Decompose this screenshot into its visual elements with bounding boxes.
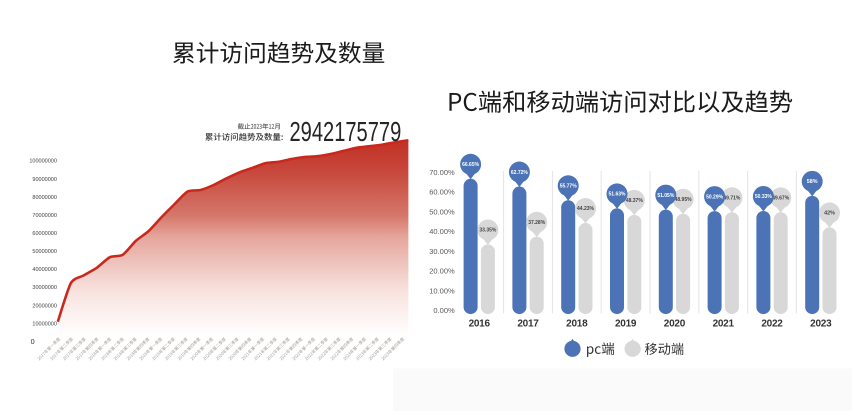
svg-text:58%: 58% — [807, 179, 818, 185]
svg-text:2017: 2017 — [517, 319, 539, 330]
svg-text:2019: 2019 — [615, 319, 637, 330]
svg-text:62.72%: 62.72% — [511, 170, 529, 176]
svg-text:2022: 2022 — [761, 319, 783, 330]
svg-text:50000000: 50000000 — [32, 249, 56, 255]
svg-text:2021: 2021 — [713, 319, 735, 330]
svg-text:20.00%: 20.00% — [429, 267, 455, 276]
svg-text:10000000: 10000000 — [32, 321, 56, 327]
svg-text:50.33%: 50.33% — [755, 194, 773, 200]
svg-text:40000000: 40000000 — [32, 267, 56, 273]
svg-text:42%: 42% — [824, 211, 835, 217]
svg-text:10.00%: 10.00% — [429, 286, 455, 295]
svg-text:2018: 2018 — [566, 319, 588, 330]
svg-text:51.05%: 51.05% — [657, 193, 675, 199]
svg-text:51.63%: 51.63% — [609, 192, 627, 198]
svg-text:50.00%: 50.00% — [429, 207, 455, 216]
svg-text:30000000: 30000000 — [32, 285, 56, 291]
svg-text:49.71%: 49.71% — [723, 195, 741, 201]
svg-text:48.95%: 48.95% — [675, 197, 693, 203]
svg-text:70000000: 70000000 — [32, 213, 56, 219]
svg-text:2016: 2016 — [469, 319, 491, 330]
svg-text:2020: 2020 — [664, 319, 686, 330]
svg-text:66.65%: 66.65% — [462, 162, 480, 168]
svg-text:49.67%: 49.67% — [772, 196, 790, 202]
svg-text:0: 0 — [31, 337, 35, 346]
svg-text:48.37%: 48.37% — [626, 198, 644, 204]
svg-text:40.00%: 40.00% — [429, 227, 455, 236]
svg-text:90000000: 90000000 — [32, 177, 56, 183]
svg-text:55.77%: 55.77% — [560, 183, 578, 189]
svg-text:20000000: 20000000 — [32, 303, 56, 309]
svg-text:60000000: 60000000 — [32, 231, 56, 237]
svg-text:30.00%: 30.00% — [429, 247, 455, 256]
svg-text:70.00%: 70.00% — [429, 168, 455, 177]
svg-text:50.29%: 50.29% — [706, 194, 724, 200]
svg-text:60.00%: 60.00% — [429, 188, 455, 197]
svg-text:44.23%: 44.23% — [577, 206, 595, 212]
svg-text:80000000: 80000000 — [32, 195, 56, 201]
svg-text:100000000: 100000000 — [29, 159, 57, 165]
svg-text:33.35%: 33.35% — [479, 228, 497, 234]
svg-text:37.28%: 37.28% — [528, 220, 546, 226]
svg-text:2023: 2023 — [810, 319, 832, 330]
svg-text:2942175779: 2942175779 — [290, 117, 402, 148]
svg-text:0.00%: 0.00% — [433, 306, 455, 315]
